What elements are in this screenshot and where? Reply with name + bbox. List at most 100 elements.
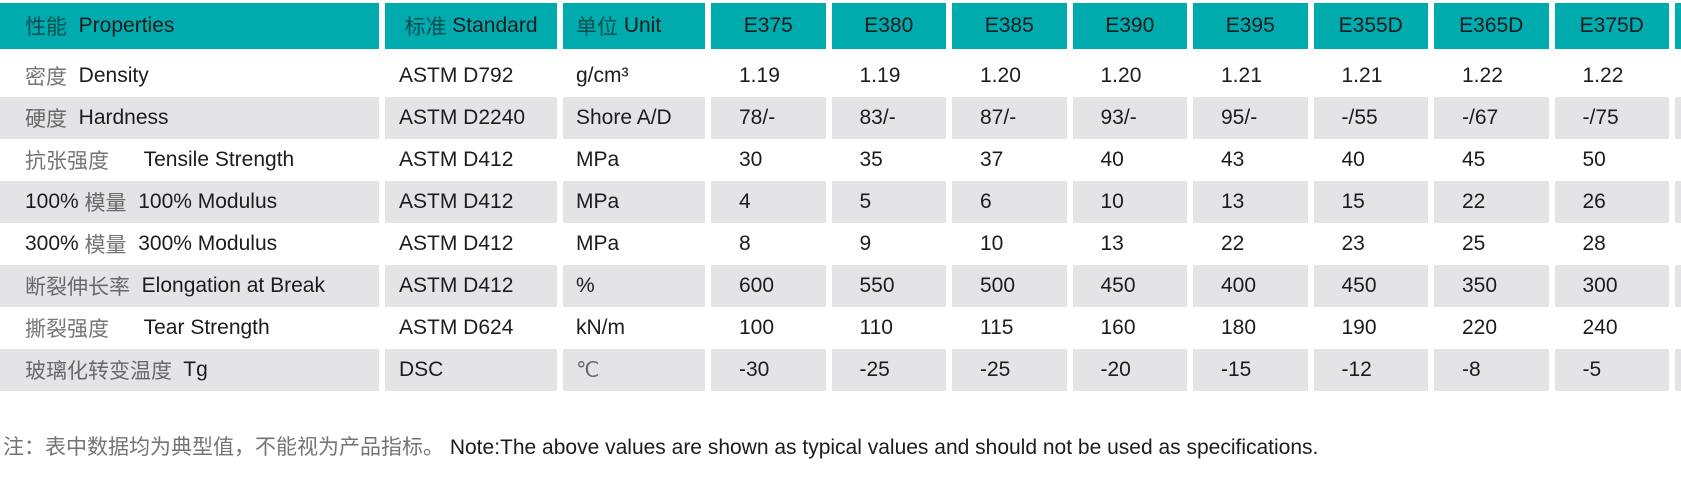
- value-cell: 26: [1554, 181, 1669, 223]
- value-cell: 160: [1100, 316, 1136, 339]
- standard-cell: ASTM D2240: [385, 97, 557, 139]
- standard-cell: DSC: [385, 349, 557, 391]
- value-cell: -30: [711, 349, 826, 391]
- value-cell: 110: [859, 316, 893, 339]
- header-cell-grade: E380: [831, 3, 946, 49]
- table-row: 100% 模量 100% Modulus ASTM D412 MPa 4 5 6 10 13 1…: [0, 181, 1681, 223]
- cropped-column-sliver: [1675, 265, 1681, 307]
- cjk-text: 玻璃化转变温度: [25, 360, 172, 383]
- value-cell: 4: [711, 181, 826, 223]
- value-cell: -5: [1554, 349, 1669, 391]
- value-cell: 220: [1462, 316, 1498, 339]
- value-cell: 115: [980, 316, 1014, 339]
- value-cell: 15: [1313, 181, 1428, 223]
- footnote: 注：表中数据均为典型值，不能视为产品指标。 Note:The above val…: [3, 436, 1319, 459]
- value-cell: 95/-: [1193, 97, 1308, 139]
- value-cell: 87/-: [952, 97, 1067, 139]
- unit-cell: MPa: [576, 232, 620, 255]
- value-cell: 10: [980, 232, 1004, 255]
- value-cell: 13: [1193, 181, 1308, 223]
- cropped-column-sliver: [1675, 97, 1681, 139]
- standard-cell: ASTM D792: [399, 64, 514, 87]
- unit-cell: g/cm³: [576, 64, 629, 87]
- value-cell: 8: [739, 232, 751, 255]
- cjk-text: 性能: [25, 16, 67, 39]
- value-cell: 25: [1462, 232, 1486, 255]
- cjk-text: ℃: [576, 358, 600, 382]
- value-cell: 1.21: [1221, 64, 1262, 87]
- value-cell: 23: [1341, 232, 1365, 255]
- unit-cell: MPa: [576, 148, 620, 171]
- header-cell-grade: E395: [1193, 3, 1308, 49]
- cropped-column-sliver: [1675, 223, 1681, 265]
- value-cell: 1.21: [1341, 64, 1383, 87]
- table-row: 撕裂强度 Tear Strength ASTM D624 kN/m 100 110 115…: [0, 307, 1681, 349]
- value-cell: 22: [1434, 181, 1549, 223]
- value-cell: 43: [1221, 148, 1245, 171]
- cjk-text: 密度: [25, 66, 67, 89]
- value-cell: 37: [980, 148, 1004, 171]
- cjk-text: 撕裂强度: [25, 318, 109, 341]
- cropped-column-sliver: [1675, 139, 1681, 181]
- cjk-text: 模量: [84, 192, 127, 215]
- value-cell: -8: [1434, 349, 1549, 391]
- cjk-text: 抗张强度: [25, 150, 109, 173]
- cropped-column-sliver: [1675, 307, 1681, 349]
- header-cell-grade: E385: [952, 3, 1067, 49]
- property-cell: 抗张强度 Tensile Strength: [0, 139, 379, 181]
- table-row: 密度 Density ASTM D792 g/cm³ 1.19 1.19 1.20 1.20…: [0, 55, 1681, 97]
- table-row: 硬度 Hardness ASTM D2240 Shore A/D 78/- 83/- 87…: [0, 97, 1681, 139]
- value-cell: 10: [1072, 181, 1187, 223]
- value-cell: 30: [739, 148, 763, 171]
- value-cell: 450: [1313, 265, 1428, 307]
- value-cell: -15: [1193, 349, 1308, 391]
- property-cell: 300% 模量 300% Modulus: [0, 223, 379, 265]
- standard-cell: ASTM D412: [385, 181, 557, 223]
- value-cell: 28: [1582, 232, 1606, 255]
- value-cell: -12: [1313, 349, 1428, 391]
- standard-cell: ASTM D412: [399, 232, 514, 255]
- value-cell: 600: [711, 265, 826, 307]
- header-cell-grade: E390: [1072, 3, 1187, 49]
- cropped-column-sliver: [1675, 3, 1681, 49]
- header-cell-grade: E365D: [1434, 3, 1549, 49]
- value-cell: 13: [1100, 232, 1124, 255]
- value-cell: 6: [952, 181, 1067, 223]
- value-cell: 50: [1582, 148, 1606, 171]
- cjk-text: 断裂伸长率: [25, 276, 130, 299]
- value-cell: 450: [1072, 265, 1187, 307]
- value-cell: -/67: [1434, 97, 1549, 139]
- value-cell: 350: [1434, 265, 1549, 307]
- header-cell-grade: E355D: [1313, 3, 1428, 49]
- standard-cell: ASTM D412: [399, 148, 514, 171]
- cropped-column-sliver: [1675, 349, 1681, 391]
- value-cell: 93/-: [1072, 97, 1187, 139]
- value-cell: 400: [1193, 265, 1308, 307]
- value-cell: 240: [1582, 316, 1618, 339]
- value-cell: 78/-: [711, 97, 826, 139]
- cropped-column-sliver: [1675, 55, 1681, 97]
- value-cell: 83/-: [831, 97, 946, 139]
- value-cell: 5: [831, 181, 946, 223]
- value-cell: 9: [859, 232, 872, 255]
- value-cell: 1.19: [859, 64, 901, 87]
- unit-cell: ℃: [563, 349, 705, 391]
- value-cell: 1.20: [980, 64, 1021, 87]
- value-cell: 1.19: [739, 64, 780, 87]
- header-cell-grade: E375: [711, 3, 826, 49]
- header-cell-grade: E375D: [1554, 3, 1669, 49]
- table-header-row: 性能 Properties 标准 Standard 单位 Unit E375 E380 E…: [0, 3, 1681, 49]
- value-cell: 550: [831, 265, 946, 307]
- value-cell: 1.22: [1462, 64, 1503, 87]
- cjk-text: 注：表中数据均为典型值，不能视为产品指标。: [3, 436, 444, 459]
- value-cell: -/75: [1554, 97, 1669, 139]
- value-cell: 1.20: [1100, 64, 1142, 87]
- value-cell: 22: [1221, 232, 1245, 255]
- value-cell: 35: [859, 148, 883, 171]
- header-cell-properties: 性能 Properties: [0, 3, 379, 49]
- value-cell: 180: [1221, 316, 1257, 339]
- property-cell: 密度 Density: [0, 55, 379, 97]
- cjk-text: 硬度: [25, 108, 67, 131]
- value-cell: 45: [1462, 148, 1486, 171]
- value-cell: -20: [1072, 349, 1187, 391]
